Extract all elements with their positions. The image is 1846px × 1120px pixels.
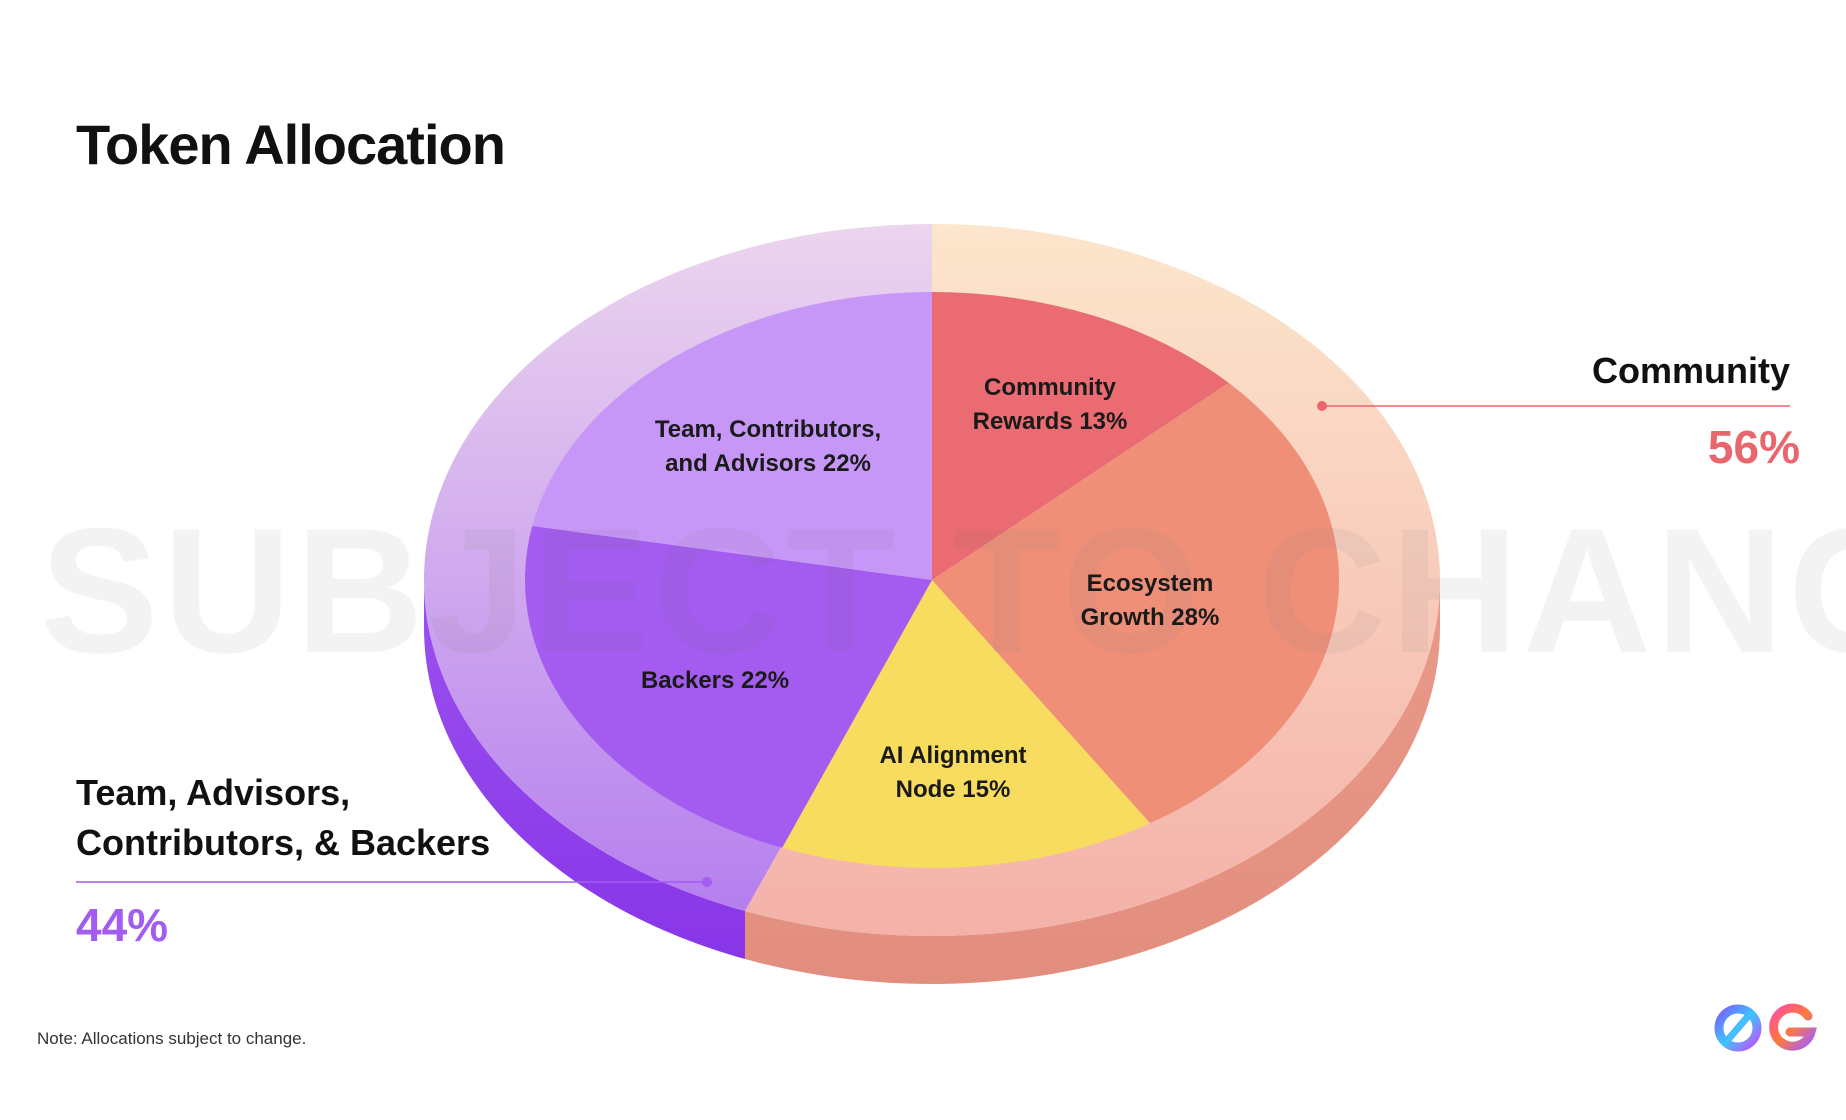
pie-slice-ecosystem-growth <box>932 382 1339 824</box>
pie-slices <box>524 292 1339 869</box>
slice-label-line: Backers 22% <box>640 667 790 694</box>
pie-slice-team-contributors-and-advisors <box>532 292 932 580</box>
group-value-team-backers: 44% <box>76 899 169 951</box>
pie-side-team-backers <box>424 580 745 960</box>
slice-label-ecosystem-growth: Ecosystem Growth 28% <box>1040 567 1260 635</box>
leader-lines <box>76 401 1790 887</box>
slice-label-ai-alignment-node: AI Alignment Node 15% <box>843 739 1063 807</box>
leader-dot-community <box>1317 401 1327 411</box>
slice-label-line: and Advisors 22% <box>665 450 871 477</box>
leader-dot-team-backers <box>702 877 712 887</box>
group-label-line: Team, Advisors, <box>76 772 351 813</box>
slice-label-line: Team, Contributors, <box>654 416 882 443</box>
pie-side-community <box>744 580 1440 984</box>
brand-logo-icon <box>1714 1003 1817 1052</box>
slice-label-line: Growth 28% <box>1080 604 1220 631</box>
slice-label-line: Ecosystem <box>1086 570 1214 597</box>
slice-label-team-contributors-advisors: Team, Contributors, and Advisors 22% <box>618 413 918 481</box>
pie-slice-community-rewards <box>932 292 1229 580</box>
slice-label-backers: Backers 22% <box>600 664 830 698</box>
group-value-community: 56% <box>1707 421 1800 473</box>
group-label-community: Community <box>1592 350 1790 391</box>
pie-slice-backers <box>524 526 932 848</box>
slice-label-community-rewards: Community Rewards 13% <box>950 371 1150 439</box>
pie-side <box>424 580 1440 984</box>
slice-label-line: Rewards 13% <box>972 408 1128 435</box>
slice-label-line: Node 15% <box>895 776 1011 803</box>
slice-label-line: AI Alignment <box>879 742 1027 769</box>
footnote: Note: Allocations subject to change. <box>37 1029 307 1048</box>
page-title: Token Allocation <box>76 113 506 176</box>
group-label-line: Contributors, & Backers <box>76 822 491 863</box>
pie-slice-ai-alignment-node <box>782 580 1151 869</box>
slice-label-line: Community <box>984 374 1116 401</box>
group-label-team-backers: Team, Advisors, Contributors, & Backers <box>76 768 596 868</box>
